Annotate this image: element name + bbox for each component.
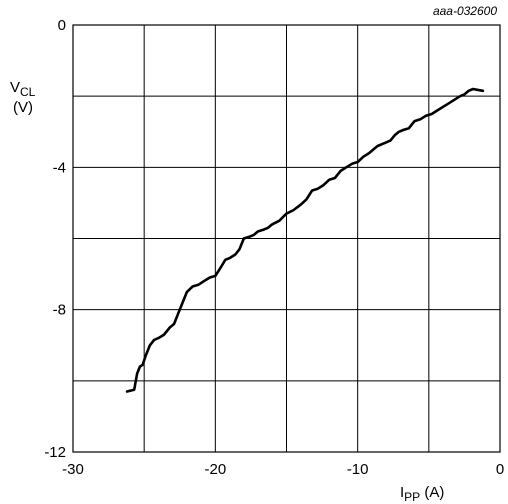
grid	[72, 24, 501, 453]
x-axis-label: IPP (A)	[400, 484, 444, 504]
y-axis-unit: (V)	[13, 99, 33, 116]
y-tick-label: -8	[53, 302, 66, 319]
plot-frame	[72, 24, 501, 453]
x-axis-label-main: I	[400, 484, 404, 501]
figure-id: aaa-032600	[433, 4, 497, 18]
series-layer	[125, 87, 485, 393]
y-axis-label: VCL	[10, 79, 36, 99]
x-tick-label: -30	[62, 461, 84, 478]
tick-labels: -30 -20 -10 0 0 -4 -8 -12	[44, 17, 504, 478]
x-tick-label: -10	[347, 461, 369, 478]
x-axis-label-unit: (A)	[420, 484, 444, 501]
series-line	[125, 87, 485, 393]
y-axis-label-main: V	[10, 79, 20, 96]
x-tick-label: -20	[204, 461, 226, 478]
x-tick-label: 0	[496, 461, 504, 478]
y-tick-label: -12	[44, 444, 66, 461]
x-axis-label-sub: PP	[404, 490, 420, 504]
y-tick-label: -4	[53, 159, 66, 176]
y-tick-label: 0	[58, 17, 66, 34]
y-axis-label-sub: CL	[20, 85, 36, 99]
